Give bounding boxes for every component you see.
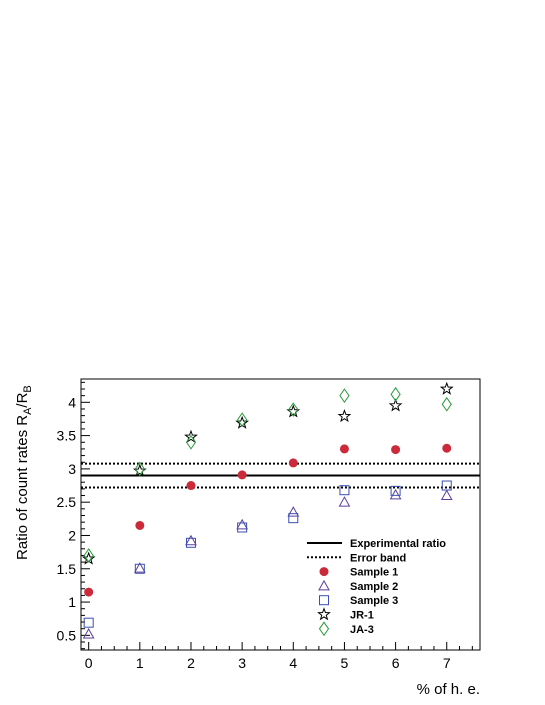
data-point-sample-3: [185, 537, 196, 548]
data-point-sample-3: [134, 563, 145, 574]
y-tick-label: 1: [68, 594, 76, 610]
axis-tick-labels: 0 1 2 3 4 5 6 7 0.5 1 1.5 2 2.5 3 3.5 4: [57, 394, 451, 671]
data-point-ja-3: [83, 548, 94, 563]
y-tick-label: 0.5: [57, 627, 77, 643]
data-point-sample-3: [237, 522, 248, 533]
reference-lines: [81, 462, 480, 489]
x-tick-label: 3: [238, 655, 246, 671]
x-axis-label: % of h. e.: [417, 681, 480, 698]
plot-frame: [80, 378, 481, 651]
axis-ticks: [81, 381, 473, 650]
y-tick-label: 3.5: [57, 428, 77, 444]
data-point-ja-3: [390, 386, 401, 402]
data-point-sample-3: [288, 513, 299, 524]
data-point-sample-1: [288, 458, 298, 468]
legend-swatch-sample-1: [319, 567, 329, 577]
data-point-sample-1: [135, 520, 145, 530]
data-point-jr-1: [439, 381, 454, 395]
x-tick-label: 4: [289, 655, 297, 671]
data-point-sample-1: [339, 444, 349, 454]
legend-label-sample-2: Sample 2: [350, 581, 398, 593]
data-point-ja-3: [288, 402, 299, 418]
y-tick-label: 3: [68, 461, 76, 477]
y-axis-label-main: Ratio of count rates R: [14, 415, 31, 560]
data-point-ja-3: [185, 434, 197, 450]
y-tick-label: 4: [68, 394, 76, 410]
y-axis-label-slash: /R: [14, 392, 31, 407]
data-point-ja-3: [237, 412, 248, 427]
y-axis-label: Ratio of count rates RA/RB: [14, 385, 34, 560]
x-tick-label: 0: [85, 655, 93, 671]
data-point-sample-1: [237, 470, 247, 480]
data-point-sample-2: [389, 488, 402, 500]
legend-label-ja-3: JA-3: [350, 624, 374, 636]
data-point-sample-2: [338, 496, 351, 507]
data-point-sample-2: [287, 506, 300, 517]
legend-label-jr-1: JR-1: [350, 610, 374, 622]
data-point-sample-1: [186, 481, 196, 491]
x-tick-label: 6: [392, 655, 400, 671]
data-point-sample-1: [391, 445, 401, 455]
legend-swatch-jr-1: [317, 607, 331, 621]
legend-label-sample-3: Sample 3: [350, 595, 398, 607]
legend-swatch-sample-2: [318, 579, 330, 591]
x-tick-label: 1: [136, 655, 144, 671]
data-point-sample-3: [441, 480, 452, 491]
legend-label-experimental-ratio: Experimental ratio: [350, 538, 446, 550]
data-point-ja-3: [339, 388, 350, 404]
x-tick-label: 5: [341, 655, 349, 671]
legend-swatch-ja-3: [318, 621, 330, 637]
data-point-jr-1: [388, 398, 403, 412]
y-axis-label-sub-a: A: [22, 407, 34, 415]
legend-label-error-band: Error band: [350, 552, 406, 564]
y-tick-label: 2: [68, 527, 76, 543]
x-tick-label: 7: [443, 655, 451, 671]
data-point-sample-3: [390, 485, 401, 496]
y-axis-label-sub-b: B: [22, 385, 34, 392]
legend-swatch-sample-3: [319, 595, 329, 606]
data-point-sample-3: [339, 485, 350, 496]
data-point-jr-1: [184, 429, 198, 443]
data-point-sample-2: [440, 489, 453, 501]
data-point-ja-3: [441, 396, 452, 412]
x-tick-label: 2: [187, 655, 195, 671]
data-point-ja-3: [134, 461, 145, 477]
y-tick-label: 2.5: [57, 494, 77, 510]
data-point-sample-2: [133, 562, 146, 573]
data-point-sample-2: [236, 518, 248, 530]
legend: Experimental ratio Error band Sample 1 Samp…: [307, 538, 446, 637]
data-markers: [81, 381, 454, 639]
data-point-sample-1: [84, 587, 94, 597]
data-point-jr-1: [337, 409, 352, 423]
y-tick-label: 1.5: [57, 561, 77, 577]
data-point-sample-3: [83, 617, 94, 628]
data-point-sample-2: [185, 534, 197, 546]
data-point-sample-2: [82, 627, 95, 639]
legend-label-sample-1: Sample 1: [350, 567, 398, 579]
data-point-sample-1: [442, 443, 452, 453]
